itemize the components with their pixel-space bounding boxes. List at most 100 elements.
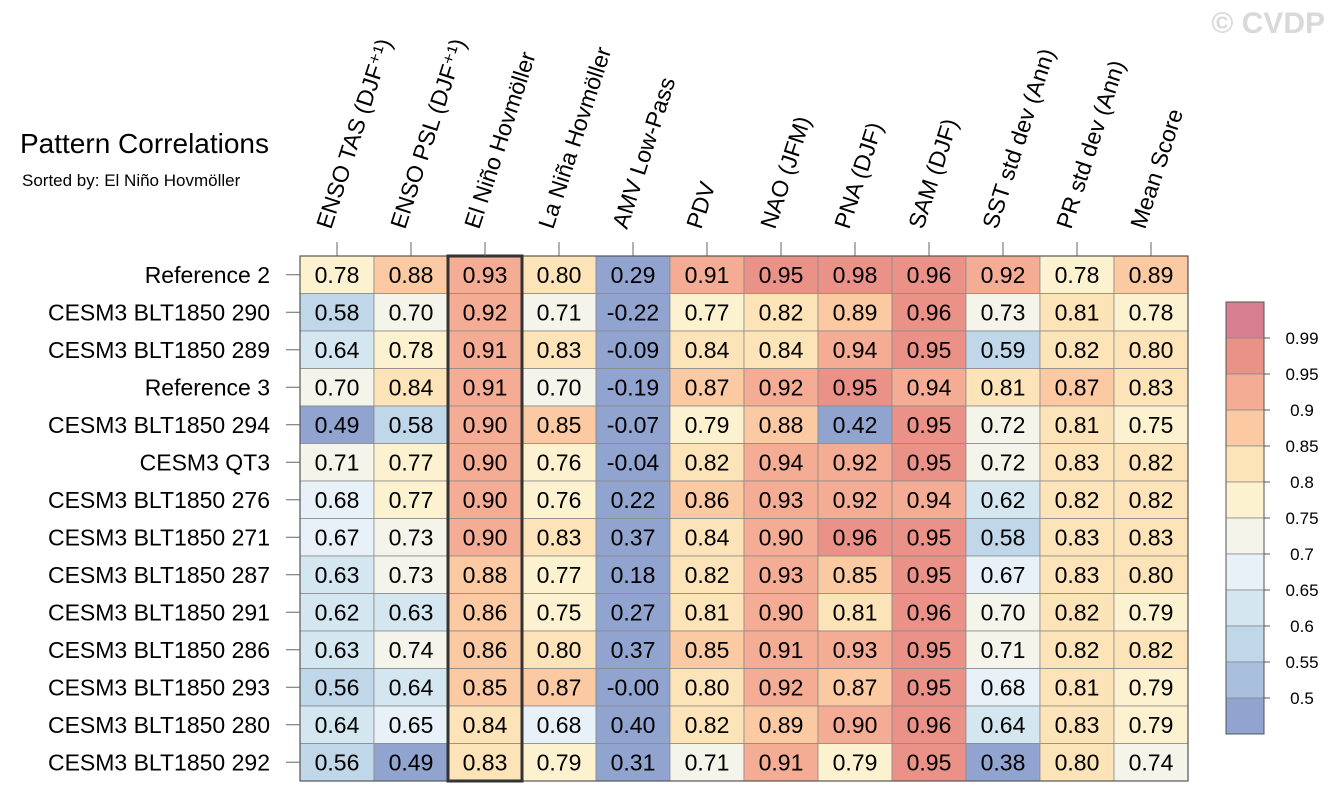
cell-value-label: 0.93 <box>759 562 804 588</box>
cell-value-label: 0.82 <box>1055 599 1100 625</box>
cell-value-label: 0.64 <box>315 712 360 738</box>
heatmap-cell <box>817 593 893 632</box>
cell-value-label: 0.94 <box>759 449 804 475</box>
cell-value-label: 0.71 <box>315 449 360 475</box>
heatmap-cell <box>1113 555 1189 594</box>
heatmap-cell <box>669 293 745 332</box>
cell-value-label: 0.63 <box>315 562 360 588</box>
heatmap-cell <box>595 743 671 782</box>
colorbar-segment <box>1225 661 1265 699</box>
cell-value-label: 0.76 <box>537 487 582 513</box>
cell-value-label: 0.90 <box>759 599 804 625</box>
colorbar-segment <box>1225 517 1265 555</box>
heatmap-cell <box>743 293 819 332</box>
cell-value-label: 0.77 <box>537 562 582 588</box>
heatmap-cell <box>669 480 745 519</box>
colorbar-tick-label: 0.7 <box>1290 545 1314 564</box>
row-labels: Reference 2 CESM3 BLT1850 290 CESM3 BLT185… <box>48 262 300 775</box>
cell-value-label: 0.95 <box>907 337 952 363</box>
cell-value-label: 0.82 <box>1055 337 1100 363</box>
cell-value-label: 0.58 <box>981 524 1026 550</box>
cell-value-label: 0.87 <box>685 374 730 400</box>
cell-value-label: 0.86 <box>463 637 508 663</box>
row-label: CESM3 BLT1850 294 <box>48 412 270 438</box>
heatmap-cell <box>965 518 1041 557</box>
cell-value-label: 0.82 <box>685 562 730 588</box>
cell-value-label: 0.82 <box>685 449 730 475</box>
cell-value-label: 0.71 <box>981 637 1026 663</box>
row-label: CESM3 BLT1850 289 <box>48 337 270 363</box>
cell-value-label: 0.90 <box>463 487 508 513</box>
row-label: CESM3 BLT1850 293 <box>48 674 270 700</box>
colorbar-tick-label: 0.85 <box>1285 437 1318 456</box>
cell-value-label: 0.91 <box>463 374 508 400</box>
cell-value-label: 0.78 <box>389 337 434 363</box>
colorbar-segment <box>1225 337 1265 375</box>
cell-value-label: 0.87 <box>833 674 878 700</box>
heatmap-cell <box>521 518 597 557</box>
heatmap-cell <box>521 705 597 744</box>
heatmap-cell <box>521 593 597 632</box>
cell-value-label: 0.90 <box>463 412 508 438</box>
heatmap-cell <box>743 368 819 407</box>
heatmap-cell <box>817 293 893 332</box>
cell-value-label: -0.22 <box>607 299 659 325</box>
cell-value-label: 0.58 <box>389 412 434 438</box>
cell-value-label: 0.96 <box>907 262 952 288</box>
cell-value-label: 0.82 <box>1055 637 1100 663</box>
row-label: CESM3 BLT1850 271 <box>48 524 270 550</box>
heatmap-cell <box>817 255 893 294</box>
cell-value-label: 0.96 <box>833 524 878 550</box>
cell-value-label: 0.85 <box>833 562 878 588</box>
cell-value-label: 0.84 <box>685 524 730 550</box>
heatmap-cell <box>373 555 449 594</box>
cell-value-label: 0.42 <box>833 412 878 438</box>
heatmap-cell <box>743 555 819 594</box>
cell-value-label: 0.78 <box>1055 262 1100 288</box>
colorbar-segment <box>1225 553 1265 591</box>
cell-value-label: 0.64 <box>315 337 360 363</box>
heatmap-cell <box>669 668 745 707</box>
column-label: El Niño Hovmöller <box>459 48 541 231</box>
heatmap-cell <box>817 743 893 782</box>
heatmap-cell <box>1039 480 1115 519</box>
heatmap-cell <box>595 593 671 632</box>
heatmap-cell <box>965 743 1041 782</box>
cell-value-label: 0.79 <box>1129 712 1174 738</box>
colorbar-segment <box>1225 697 1265 735</box>
heatmap-cell <box>447 330 523 369</box>
cell-value-label: 0.80 <box>1129 562 1174 588</box>
row-label: CESM3 QT3 <box>140 449 270 475</box>
heatmap-cell <box>965 255 1041 294</box>
cell-value-label: 0.83 <box>463 749 508 775</box>
heatmap-cell <box>373 705 449 744</box>
heatmap-cell <box>743 630 819 669</box>
colorbar-segment <box>1225 373 1265 411</box>
cell-value-label: 0.79 <box>685 412 730 438</box>
cell-value-label: 0.80 <box>537 262 582 288</box>
cell-value-label: 0.71 <box>685 749 730 775</box>
heatmap-cell <box>521 255 597 294</box>
heatmap-cell <box>743 480 819 519</box>
heatmap-cell <box>1039 293 1115 332</box>
cell-value-label: 0.95 <box>907 749 952 775</box>
heatmap-cell <box>669 255 745 294</box>
heatmap-cell <box>669 630 745 669</box>
heatmap-cell <box>373 630 449 669</box>
heatmap-cell <box>373 293 449 332</box>
heatmap-cell <box>743 593 819 632</box>
cell-value-label: 0.95 <box>907 562 952 588</box>
cell-value-label: 0.88 <box>759 412 804 438</box>
heatmap-cell <box>521 743 597 782</box>
heatmap-cell <box>447 668 523 707</box>
heatmap-cell <box>299 405 375 444</box>
row-label: CESM3 BLT1850 292 <box>48 749 270 775</box>
heatmap-cell <box>891 555 967 594</box>
colorbar-tick-label: 0.65 <box>1285 581 1318 600</box>
cell-value-label: 0.98 <box>833 262 878 288</box>
cell-value-label: 0.92 <box>981 262 1026 288</box>
cell-value-label: -0.04 <box>607 449 660 475</box>
heatmap-cell <box>891 368 967 407</box>
cell-value-label: 0.90 <box>463 524 508 550</box>
